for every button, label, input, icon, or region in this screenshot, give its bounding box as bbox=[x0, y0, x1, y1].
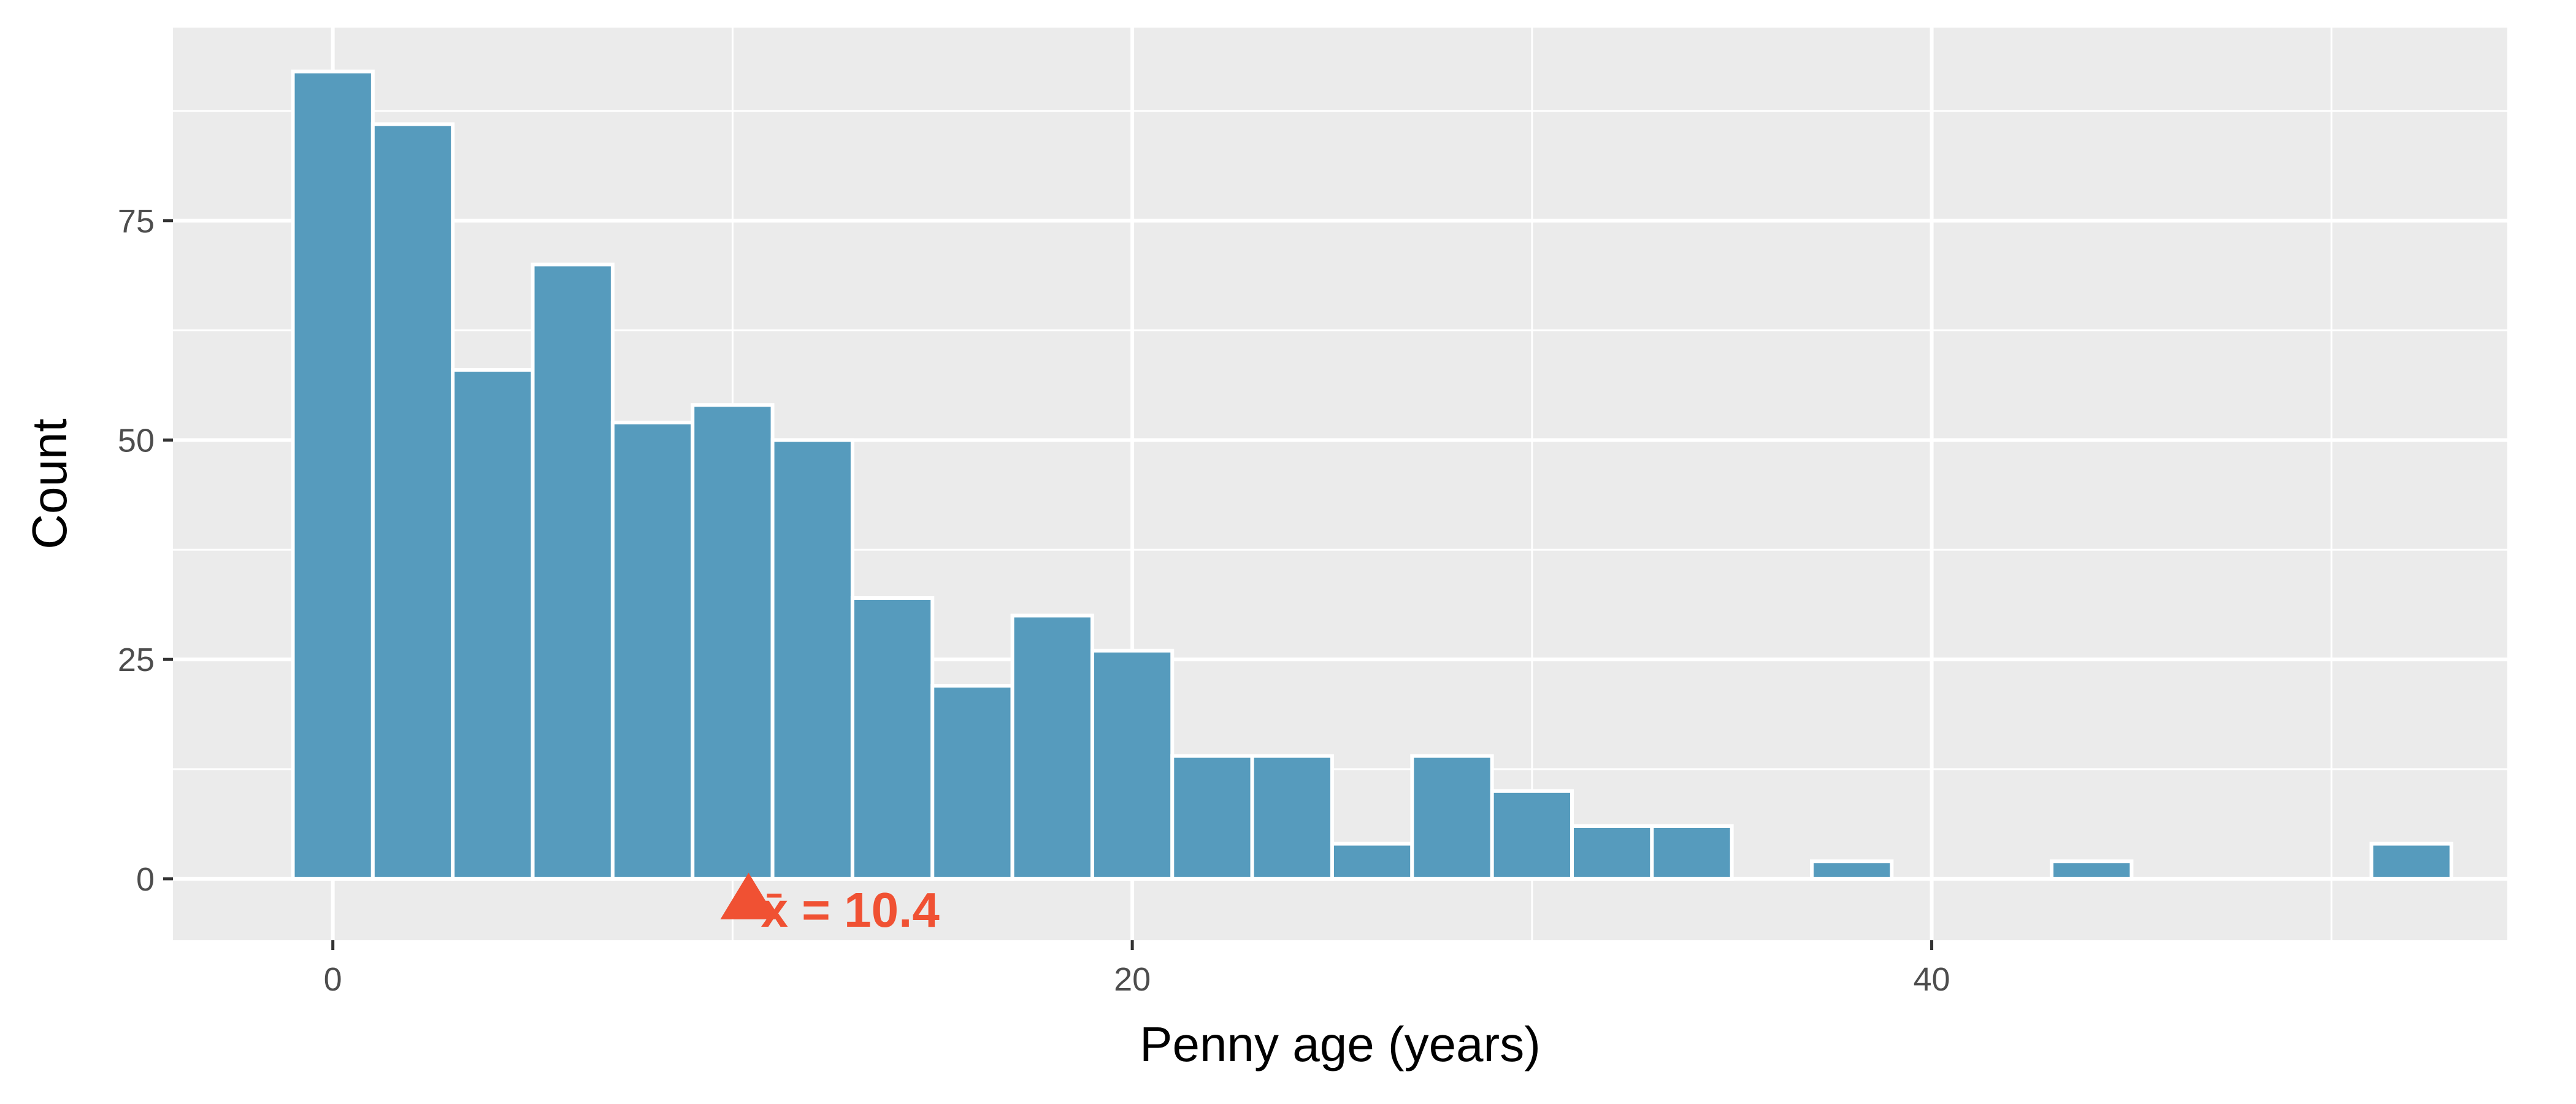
histogram-bar bbox=[1250, 754, 1334, 881]
histogram-bar bbox=[1410, 754, 1494, 881]
y-tick-label: 0 bbox=[136, 861, 155, 898]
y-tick-label: 25 bbox=[118, 642, 155, 678]
x-tick-label: 20 bbox=[1114, 961, 1151, 998]
histogram-bar bbox=[1570, 824, 1654, 881]
mean-triangle-marker bbox=[720, 872, 777, 919]
histogram-bar bbox=[531, 263, 615, 881]
histogram-bar bbox=[850, 596, 935, 881]
histogram-bar bbox=[1010, 613, 1094, 881]
x-tick-label: 0 bbox=[324, 961, 342, 998]
histogram-bar bbox=[1810, 859, 1894, 881]
histogram-bar bbox=[2050, 859, 2134, 881]
histogram-bar bbox=[610, 420, 695, 881]
histogram-bar bbox=[770, 438, 854, 881]
histogram-bar bbox=[1330, 841, 1414, 881]
mean-annotation: x̄ = 10.4 bbox=[720, 872, 940, 937]
histogram-bar bbox=[1490, 789, 1574, 881]
histogram-bar bbox=[1650, 824, 1734, 881]
axes: 0 20 40 0 25 50 75 bbox=[118, 203, 1950, 998]
histogram-bar bbox=[370, 122, 455, 881]
histogram-bar bbox=[691, 403, 775, 881]
y-tick-label: 75 bbox=[118, 203, 155, 240]
histogram-bar bbox=[451, 368, 535, 881]
x-axis-title: Penny age (years) bbox=[1140, 1017, 1541, 1071]
histogram-bar bbox=[930, 684, 1014, 881]
histogram-bars bbox=[291, 69, 2453, 881]
y-tick-label: 50 bbox=[118, 422, 155, 459]
x-tick-label: 40 bbox=[1913, 961, 1950, 998]
mean-label: x̄ = 10.4 bbox=[761, 883, 940, 937]
y-axis-title: Count bbox=[22, 418, 77, 549]
histogram-bar bbox=[1170, 754, 1254, 881]
histogram-bar bbox=[1090, 648, 1175, 881]
histogram-bar bbox=[291, 69, 375, 881]
histogram-bar bbox=[2369, 841, 2453, 881]
